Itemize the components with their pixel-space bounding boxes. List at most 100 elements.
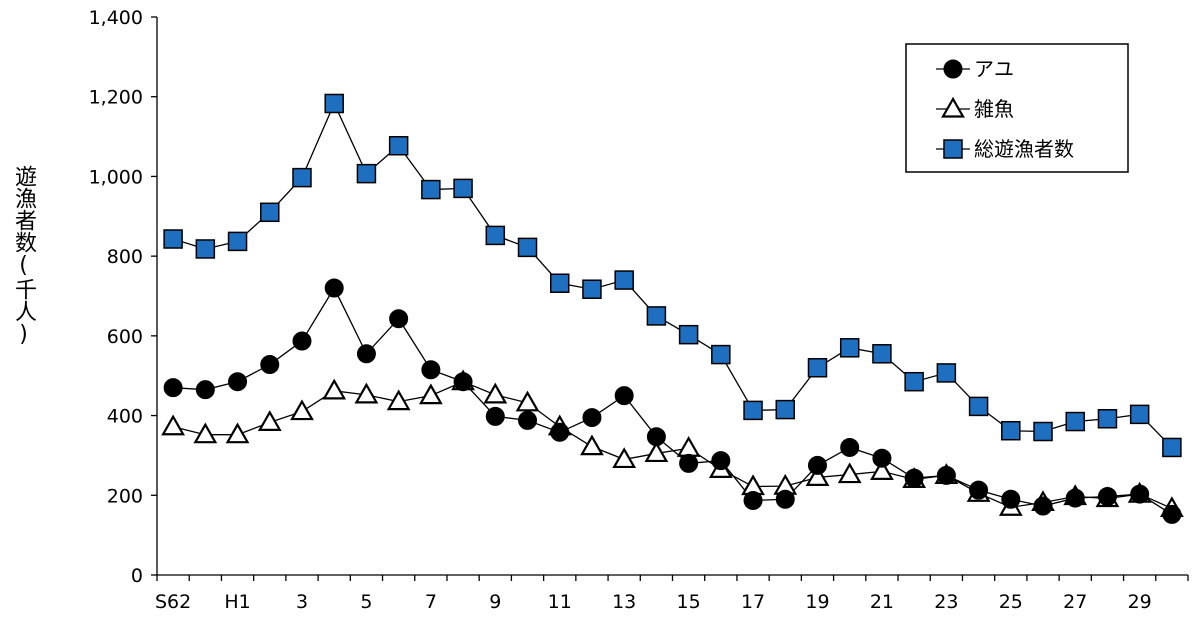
series-line-1: [173, 286, 1173, 515]
x-tick-label: 13: [612, 591, 636, 613]
data-point-square: [421, 179, 441, 200]
x-tick-label: 27: [1063, 591, 1087, 613]
x-tick-label: 5: [360, 591, 372, 613]
data-point-square: [743, 400, 763, 421]
data-point-circle: [1033, 496, 1053, 516]
data-point-square: [1033, 421, 1053, 442]
data-point-circle: [421, 360, 441, 380]
x-tick-label: 17: [741, 591, 765, 613]
data-point-square: [968, 396, 989, 417]
y-axis-label: 遊漁者数(千人): [11, 165, 36, 347]
data-point-triangle: [386, 389, 411, 411]
data-point-circle: [743, 490, 763, 510]
data-point-circle: [356, 344, 376, 364]
data-point-circle: [550, 422, 570, 442]
data-point-square: [904, 371, 924, 392]
x-tick-label: 9: [489, 591, 501, 613]
y-tick-label: 1,400: [89, 7, 143, 29]
data-point-square: [839, 338, 860, 358]
data-point-circle: [324, 278, 344, 298]
data-point-circle: [582, 408, 602, 428]
data-point-circle: [1001, 489, 1021, 509]
x-tick-label: 25: [999, 591, 1023, 613]
data-point-square: [453, 178, 473, 199]
data-point-circle: [228, 372, 248, 392]
data-point-circle: [195, 380, 215, 400]
data-point-square: [260, 202, 280, 223]
data-point-triangle: [322, 378, 347, 400]
data-point-triangle: [483, 382, 508, 404]
data-point-circle: [679, 453, 699, 473]
data-point-triangle: [418, 383, 443, 405]
data-point-circle: [1162, 504, 1182, 524]
x-tick-label: H1: [224, 591, 250, 613]
y-tick-label: 600: [107, 326, 143, 348]
data-point-square: [582, 279, 602, 299]
x-tick-labels: S62 H1 3 5 7 9 11 13 15 17 19 21 23 25 27 29: [155, 575, 1189, 613]
data-point-circle: [646, 427, 666, 447]
data-point-square: [1097, 409, 1118, 429]
data-point-square: [163, 229, 183, 249]
data-point-square: [227, 231, 248, 252]
data-point-triangle: [805, 465, 830, 486]
data-point-triangle: [612, 447, 637, 469]
y-tick-label: 800: [107, 246, 143, 268]
data-point-triangle: [580, 434, 604, 456]
x-tick-label: 7: [425, 591, 437, 613]
legend-label: アユ: [974, 57, 1014, 81]
data-point-square: [711, 344, 731, 365]
legend-label: 雑魚: [974, 97, 1014, 121]
legend-marker-circle: [943, 59, 963, 79]
y-tick-label: 0: [131, 565, 143, 587]
data-point-circle: [1065, 488, 1085, 508]
data-point-circle: [389, 309, 409, 329]
data-point-circle: [453, 372, 473, 392]
data-point-square: [872, 344, 892, 364]
data-point-circle: [807, 455, 827, 475]
y-tick-label: 200: [107, 485, 143, 507]
data-point-circle: [163, 378, 183, 398]
data-point-circle: [260, 355, 280, 375]
data-point-square: [549, 273, 570, 293]
legend-box: [905, 43, 1129, 173]
y-tick-label: 1,200: [89, 87, 143, 109]
data-point-triangle: [225, 422, 250, 444]
data-point-square: [388, 135, 409, 156]
series-markers: [161, 93, 1184, 524]
data-point-square: [1065, 411, 1085, 432]
data-point-circle: [292, 331, 312, 351]
legend-label: 総遊漁者数: [974, 137, 1074, 161]
data-point-triangle: [837, 462, 862, 484]
y-tick-label: 1,000: [89, 166, 143, 188]
x-tick-label: 29: [1128, 591, 1152, 613]
data-point-square: [1129, 404, 1150, 425]
data-point-circle: [936, 465, 956, 485]
data-point-circle: [969, 480, 989, 500]
data-point-triangle: [676, 436, 701, 457]
data-point-triangle: [161, 414, 186, 436]
data-point-square: [517, 237, 538, 258]
data-point-triangle: [193, 422, 218, 444]
data-point-square: [614, 270, 634, 290]
data-point-circle: [711, 451, 731, 471]
data-point-triangle: [870, 459, 894, 480]
data-point-square: [807, 357, 828, 378]
data-point-square: [485, 225, 506, 246]
y-tick-label: 400: [107, 406, 143, 428]
legend-marker-square: [943, 139, 963, 159]
legend-marker-triangle: [941, 96, 965, 118]
x-tick-label: 21: [870, 591, 894, 613]
data-point-circle: [840, 437, 860, 457]
x-tick-label: S62: [155, 591, 191, 613]
data-point-circle: [1097, 486, 1117, 506]
data-point-square: [936, 363, 957, 383]
x-tick-label: 23: [934, 591, 958, 613]
data-point-square: [292, 167, 312, 188]
data-point-square: [646, 306, 667, 326]
data-point-circle: [872, 448, 892, 468]
data-point-square: [775, 399, 796, 420]
data-point-square: [195, 239, 216, 259]
x-tick-label: 3: [296, 591, 308, 613]
data-point-square: [324, 93, 344, 114]
